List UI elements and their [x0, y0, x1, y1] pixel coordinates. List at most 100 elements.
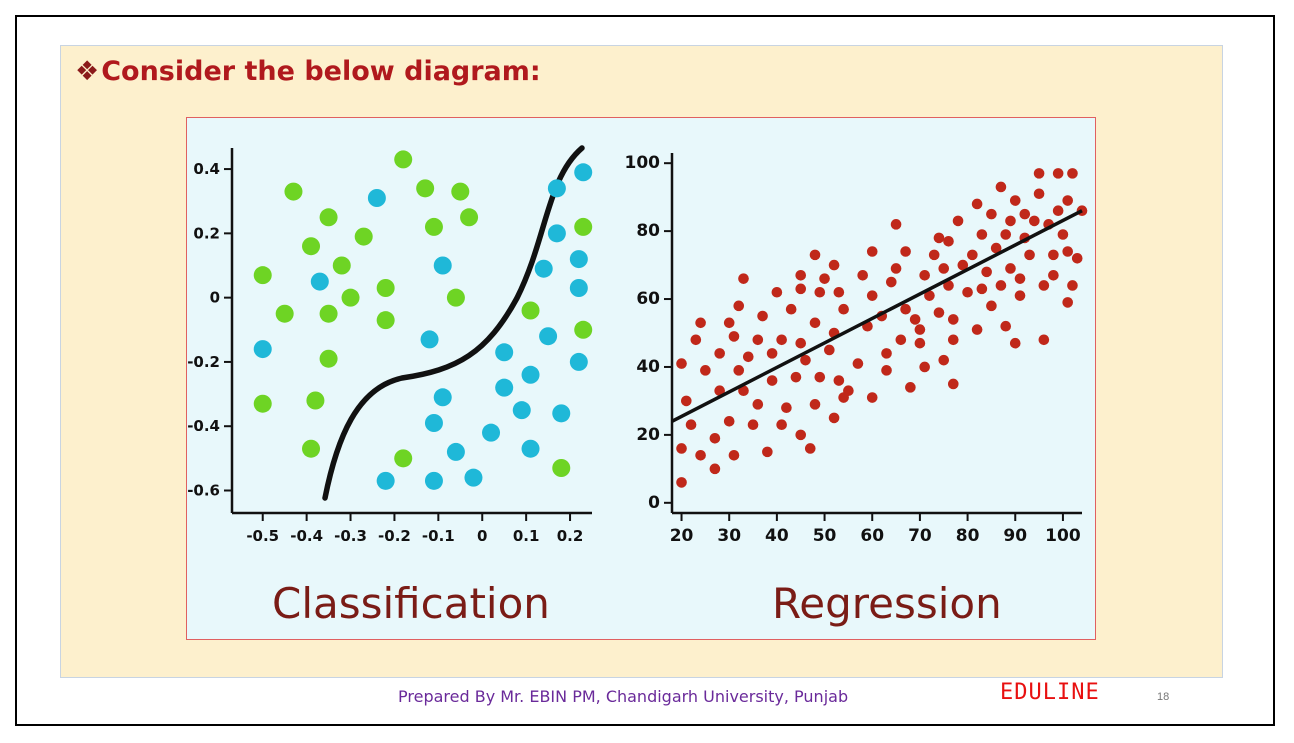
regression-point-series-0 — [866, 392, 878, 403]
regression-xtick-label: 20 — [670, 526, 694, 546]
regression-point-series-0 — [776, 334, 787, 346]
page-number: 18 — [1157, 691, 1170, 703]
regression-point-series-0 — [676, 443, 687, 454]
regression-point-series-0 — [738, 273, 749, 284]
regression-point-series-0 — [747, 419, 759, 430]
regression-point-series-0 — [924, 290, 935, 301]
regression-point-series-0 — [995, 280, 1007, 291]
regression-point-series-0 — [809, 399, 821, 410]
regression-point-series-0 — [824, 344, 835, 356]
regression-point-series-0 — [866, 246, 878, 257]
regression-point-series-0 — [1000, 229, 1012, 240]
regression-point-series-0 — [843, 385, 854, 397]
classification-xtick-label: -0.2 — [378, 527, 411, 545]
regression-point-series-0 — [723, 416, 735, 427]
classification-ytick-label: 0.2 — [193, 224, 220, 242]
regression-point-series-0 — [881, 365, 892, 376]
regression-point-series-0 — [952, 215, 964, 227]
regression-point-series-0 — [781, 402, 792, 414]
classification-point-series-0 — [394, 150, 413, 169]
footer-credit: Prepared By Mr. EBIN PM, Chandigarh Univ… — [398, 687, 849, 706]
classification-point-series-1 — [547, 224, 566, 243]
regression-point-series-0 — [938, 263, 950, 274]
regression-point-series-0 — [1062, 297, 1073, 308]
regression-point-series-0 — [690, 334, 702, 346]
regression-point-series-0 — [766, 375, 778, 386]
regression-panel: 20 30 40 50 60 70 80 90 100 100 80 60 40 20 0 Regressi… — [625, 153, 1088, 628]
regression-point-series-0 — [819, 273, 830, 284]
regression-point-series-0 — [700, 365, 711, 376]
classification-panel: -0.5 -0.4 -0.3 -0.2 -0.1 0 0.1 0.2 0.4 0.2 0 -0.2 -0… — [187, 145, 593, 628]
regression-point-series-0 — [733, 365, 745, 376]
classification-point-series-0 — [394, 449, 413, 468]
regression-point-series-0 — [804, 443, 816, 454]
regression-point-series-0 — [762, 446, 773, 458]
classification-point-series-0 — [376, 311, 395, 330]
classification-point-series-1 — [424, 414, 443, 432]
regression-point-series-0 — [900, 303, 911, 315]
classification-point-series-0 — [284, 182, 303, 201]
regression-point-series-0 — [1062, 195, 1073, 206]
regression-xtick-label: 50 — [813, 526, 837, 546]
regression-point-series-0 — [1048, 269, 1059, 281]
regression-point-series-0 — [1005, 215, 1016, 227]
regression-point-series-0 — [971, 324, 983, 335]
regression-point-series-0 — [833, 286, 845, 298]
classification-point-series-1 — [433, 388, 452, 407]
regression-xtick-label: 80 — [956, 526, 980, 546]
regression-point-series-0 — [714, 385, 725, 397]
classification-point-series-1 — [495, 343, 514, 362]
regression-point-series-0 — [1019, 208, 1031, 220]
regression-point-series-0 — [990, 242, 1002, 254]
regression-point-series-0 — [790, 371, 802, 383]
classification-point-series-0 — [275, 304, 294, 323]
regression-point-series-0 — [890, 219, 902, 230]
regression-point-series-0 — [776, 419, 787, 430]
diagram-figure: -0.5 -0.4 -0.3 -0.2 -0.1 0 0.1 0.2 0.4 0.2 0 -0.2 -0… — [186, 117, 1096, 640]
classification-point-series-1 — [512, 401, 531, 420]
classification-point-series-1 — [424, 471, 443, 490]
regression-ytick-label: 80 — [636, 221, 660, 241]
classification-point-series-0 — [574, 217, 593, 236]
regression-point-series-0 — [914, 324, 926, 335]
classification-point-series-0 — [376, 279, 395, 297]
regression-point-series-0 — [828, 412, 840, 424]
regression-point-series-0 — [809, 317, 821, 329]
regression-point-series-0 — [771, 286, 783, 298]
classification-point-series-0 — [319, 304, 338, 323]
regression-point-series-0 — [738, 385, 749, 397]
classification-point-series-1 — [446, 442, 465, 461]
classification-ytick-label: 0 — [210, 289, 220, 307]
regression-point-series-0 — [976, 229, 988, 240]
regression-point-series-0 — [976, 283, 988, 295]
regression-point-series-0 — [971, 198, 983, 210]
regression-point-series-0 — [967, 249, 978, 261]
regression-ytick-label: 100 — [625, 153, 661, 173]
regression-point-series-0 — [714, 348, 725, 359]
classification-point-series-1 — [569, 352, 588, 371]
classification-ytick-label: -0.6 — [187, 482, 220, 500]
diamond-bullet-icon: ❖ — [75, 56, 100, 87]
regression-point-series-0 — [1057, 229, 1069, 240]
classification-point-series-0 — [253, 266, 272, 285]
classification-point-series-1 — [367, 189, 386, 207]
classification-xtick-label: 0.2 — [557, 527, 584, 545]
regression-point-series-0 — [795, 269, 807, 281]
classification-point-series-1 — [420, 330, 439, 349]
regression-point-series-0 — [1009, 337, 1021, 349]
regression-point-series-0 — [986, 300, 997, 312]
regression-point-series-0 — [838, 303, 849, 315]
regression-xtick-label: 60 — [860, 526, 884, 546]
classification-ytick-label: -0.4 — [187, 417, 220, 435]
regression-fit-line — [671, 209, 1083, 423]
regression-point-series-0 — [1071, 252, 1083, 264]
regression-xtick-label: 70 — [908, 526, 932, 546]
regression-ytick-label: 60 — [636, 289, 660, 309]
regression-point-series-0 — [733, 300, 745, 312]
classification-ticks: -0.5 -0.4 -0.3 -0.2 -0.1 0 0.1 0.2 0.4 0.2 0 -0.2 -0… — [187, 160, 583, 545]
classification-point-series-1 — [574, 163, 593, 182]
regression-point-series-0 — [742, 351, 754, 363]
classification-point-series-1 — [521, 365, 540, 384]
classification-point-series-0 — [302, 237, 321, 256]
regression-point-series-0 — [752, 334, 764, 346]
